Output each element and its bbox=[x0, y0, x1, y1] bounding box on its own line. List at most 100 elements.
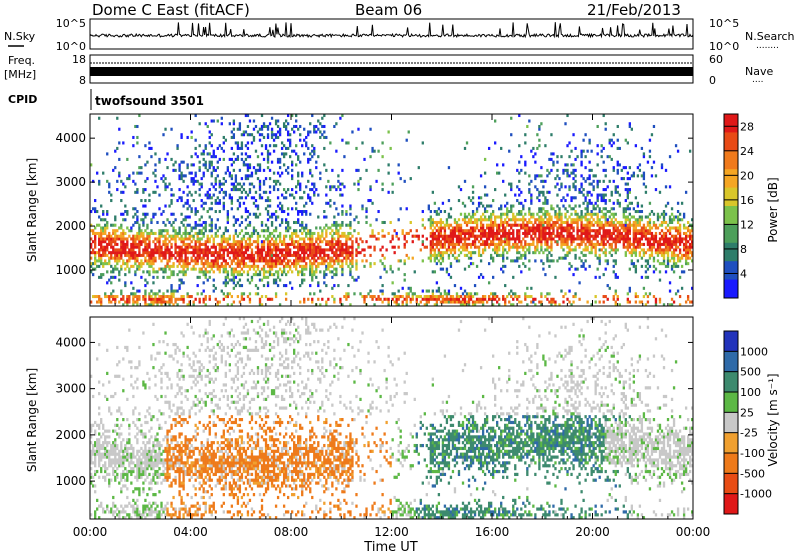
range-time-cell bbox=[628, 251, 631, 255]
range-time-cell bbox=[278, 248, 282, 252]
range-time-cell bbox=[441, 253, 445, 257]
range-time-cell bbox=[459, 245, 463, 249]
range-time-cell bbox=[546, 259, 549, 263]
range-time-cell bbox=[598, 242, 601, 246]
range-time-cell bbox=[508, 300, 511, 304]
range-time-cell bbox=[238, 262, 242, 266]
range-time-cell bbox=[236, 248, 240, 252]
range-time-cell bbox=[343, 251, 346, 255]
range-time-cell bbox=[258, 259, 262, 263]
range-time-cell bbox=[638, 231, 642, 235]
range-time-cell bbox=[487, 223, 491, 227]
range-time-cell bbox=[96, 251, 99, 255]
range-time-cell bbox=[469, 231, 473, 235]
range-time-cell bbox=[634, 210, 638, 214]
range-time-cell bbox=[646, 275, 650, 279]
range-time-cell bbox=[144, 215, 147, 219]
range-time-cell bbox=[244, 177, 248, 181]
range-time-cell bbox=[325, 259, 328, 263]
range-time-cell bbox=[204, 242, 207, 246]
range-time-cell bbox=[132, 215, 135, 219]
range-time-cell bbox=[200, 215, 203, 219]
range-time-cell bbox=[423, 303, 426, 307]
range-time-cell bbox=[431, 190, 435, 194]
range-time-cell bbox=[299, 300, 302, 304]
range-time-cell bbox=[433, 297, 437, 301]
range-time-cell bbox=[566, 245, 569, 249]
range-time-cell bbox=[429, 234, 432, 238]
range-time-cell bbox=[588, 264, 591, 268]
range-time-cell bbox=[608, 138, 611, 142]
nsearch-dots: ........ bbox=[756, 41, 779, 51]
range-time-cell bbox=[204, 295, 207, 299]
range-time-cell bbox=[668, 242, 672, 246]
range-time-cell bbox=[315, 245, 318, 249]
range-time-cell bbox=[278, 207, 282, 211]
range-time-cell bbox=[528, 119, 531, 123]
range-time-cell bbox=[598, 223, 601, 227]
range-time-cell bbox=[612, 223, 615, 227]
range-time-cell bbox=[504, 303, 507, 307]
range-time-cell bbox=[286, 251, 290, 255]
range-time-cell bbox=[266, 240, 270, 244]
range-time-cell bbox=[616, 160, 619, 164]
range-time-cell bbox=[236, 262, 240, 266]
range-time-cell bbox=[578, 188, 581, 192]
range-time-cell bbox=[351, 259, 354, 263]
range-time-cell bbox=[626, 237, 629, 241]
range-time-cell bbox=[224, 278, 227, 282]
range-time-cell bbox=[260, 124, 264, 129]
range-time-cell bbox=[642, 286, 646, 290]
range-time-cell bbox=[210, 196, 213, 200]
range-time-cell bbox=[355, 248, 358, 252]
range-time-cell bbox=[668, 240, 672, 244]
range-time-cell bbox=[134, 256, 137, 260]
range-time-cell bbox=[421, 297, 424, 301]
range-time-cell bbox=[150, 231, 153, 235]
range-time-cell bbox=[301, 259, 304, 263]
range-time-cell bbox=[276, 188, 280, 192]
range-time-cell bbox=[280, 251, 284, 255]
range-time-cell bbox=[144, 292, 147, 296]
range-time-cell bbox=[146, 242, 149, 246]
range-time-cell bbox=[630, 253, 633, 257]
range-time-cell bbox=[560, 237, 563, 241]
range-time-cell bbox=[429, 259, 432, 263]
range-time-cell bbox=[369, 295, 372, 299]
range-time-cell bbox=[626, 177, 629, 181]
range-time-cell bbox=[130, 237, 133, 241]
range-time-cell bbox=[550, 204, 553, 208]
range-time-cell bbox=[248, 292, 252, 296]
range-time-cell bbox=[570, 242, 573, 246]
range-time-cell bbox=[441, 245, 445, 249]
range-time-cell bbox=[548, 226, 551, 230]
range-time-cell bbox=[431, 231, 435, 235]
range-time-cell bbox=[457, 185, 461, 189]
range-time-cell bbox=[496, 245, 499, 249]
range-time-cell bbox=[628, 218, 631, 222]
range-time-cell bbox=[170, 253, 173, 257]
range-time-cell bbox=[582, 215, 585, 219]
range-time-cell bbox=[365, 168, 368, 172]
range-time-cell bbox=[228, 245, 231, 249]
range-time-cell bbox=[636, 210, 640, 214]
range-time-cell bbox=[640, 229, 644, 233]
range-time-cell bbox=[494, 245, 497, 249]
range-time-cell bbox=[270, 130, 274, 134]
range-time-cell bbox=[192, 253, 195, 257]
range-time-cell bbox=[566, 163, 569, 167]
range-time-cell bbox=[433, 256, 437, 260]
range-time-cell bbox=[196, 253, 199, 257]
range-time-cell bbox=[112, 295, 115, 299]
range-time-cell bbox=[453, 220, 457, 225]
range-time-cell bbox=[481, 275, 485, 279]
range-time-cell bbox=[666, 223, 670, 227]
range-time-cell bbox=[214, 226, 217, 230]
range-time-cell bbox=[120, 248, 123, 252]
range-time-cell bbox=[180, 177, 183, 181]
range-time-cell bbox=[471, 190, 475, 194]
range-time-cell bbox=[270, 267, 274, 271]
range-time-cell bbox=[178, 196, 181, 200]
range-time-cell bbox=[463, 204, 467, 208]
range-time-cell bbox=[142, 262, 145, 266]
